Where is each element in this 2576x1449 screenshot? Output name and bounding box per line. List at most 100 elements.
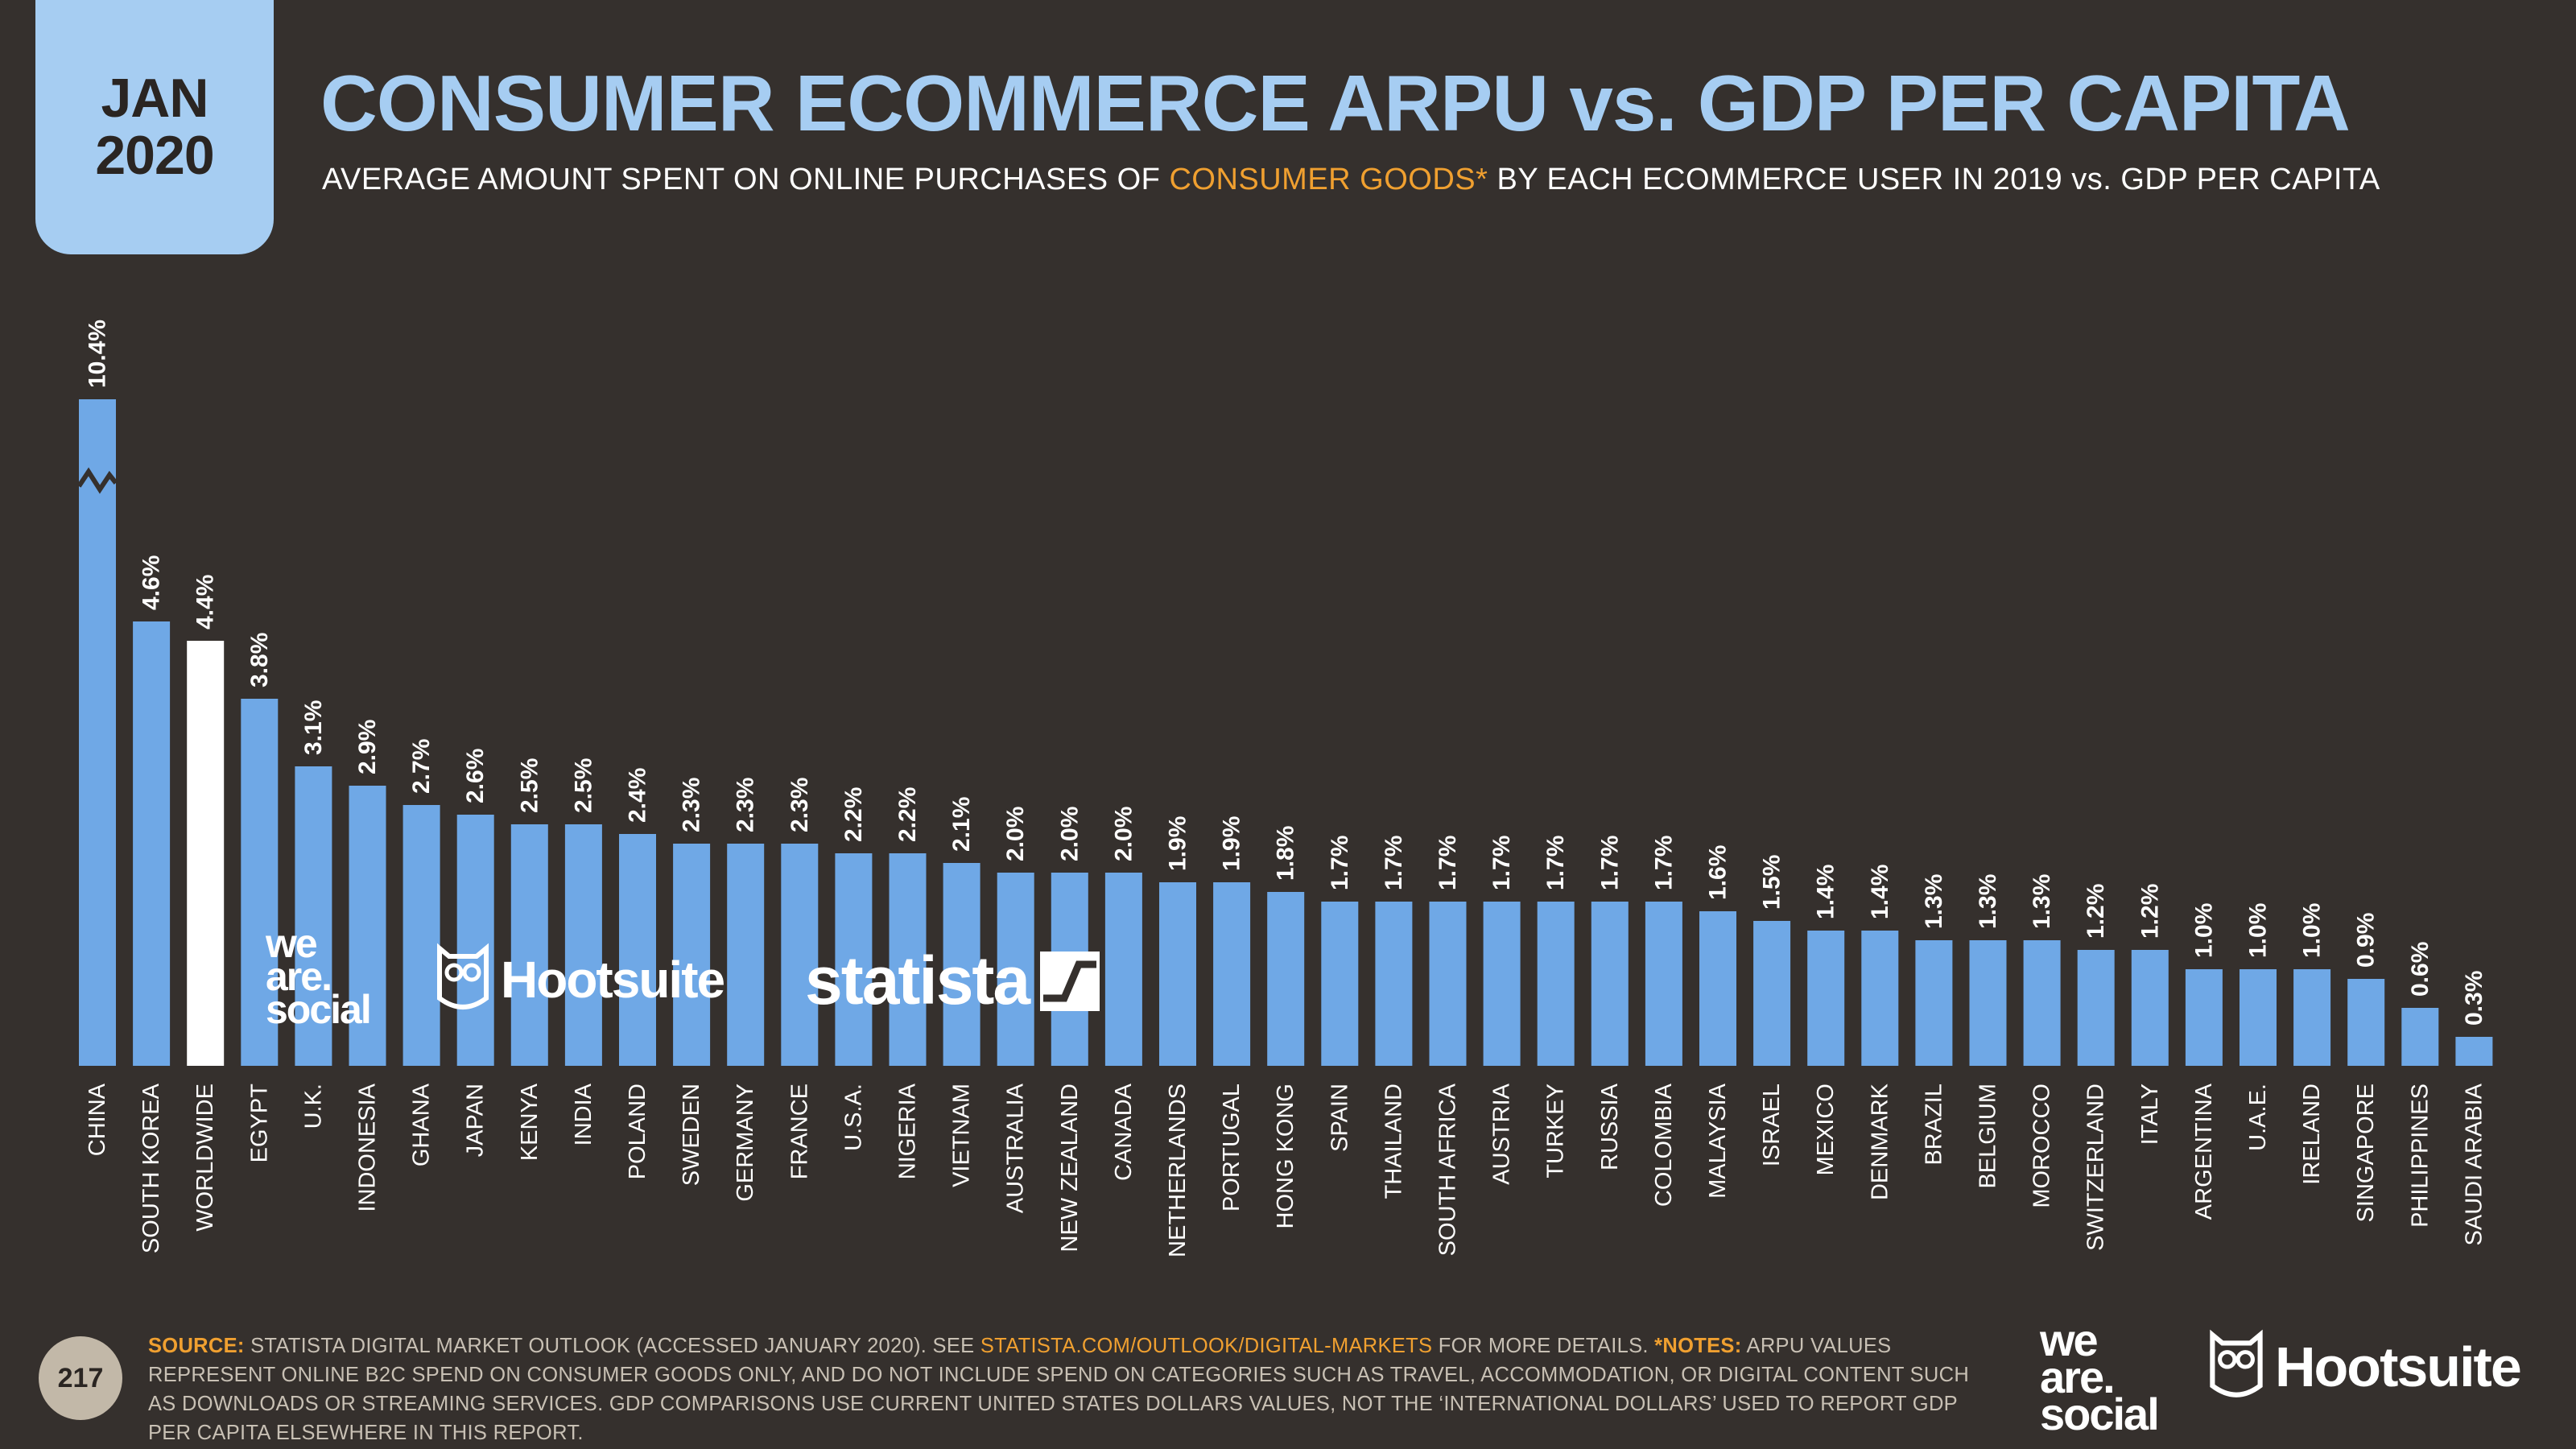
value-label: 2.1% <box>948 797 975 852</box>
value-label: 4.4% <box>192 575 219 630</box>
value-label: 3.8% <box>246 633 273 687</box>
bar-mexico <box>1807 931 1845 1066</box>
value-label: 1.7% <box>1381 836 1407 890</box>
hootsuite-logo: Hootsuite <box>435 942 725 1018</box>
value-label: 0.6% <box>2407 942 2434 997</box>
bar-france <box>781 844 819 1066</box>
wearesocial-logo-social: social <box>266 987 372 1032</box>
category-label: SPAIN <box>1327 1084 1352 1152</box>
value-label: 2.3% <box>679 778 705 832</box>
category-label: U.S.A. <box>840 1084 866 1151</box>
value-label: 2.2% <box>840 787 867 842</box>
bar-worldwide <box>187 641 225 1066</box>
statista-mark-icon <box>1040 951 1100 1011</box>
footer-wearesocial-logo: we are. social <box>2040 1318 2160 1437</box>
value-label: 10.4% <box>85 320 111 388</box>
bar-ireland <box>2293 969 2331 1066</box>
category-label: HONG KONG <box>1273 1084 1298 1228</box>
source-text: STATISTA DIGITAL MARKET OUTLOOK (ACCESSE… <box>244 1335 980 1357</box>
category-label: FRANCE <box>786 1084 812 1179</box>
bar-italy <box>2131 950 2169 1066</box>
value-label: 2.0% <box>1002 807 1029 861</box>
footer-wearesocial-are: are. <box>2040 1351 2116 1402</box>
value-label: 1.3% <box>1921 874 1947 929</box>
source-link[interactable]: STATISTA.COM/OUTLOOK/DIGITAL-MARKETS <box>980 1335 1433 1357</box>
bar-hong-kong <box>1267 892 1305 1066</box>
value-label: 2.9% <box>354 720 381 774</box>
value-label: 1.7% <box>1327 836 1353 890</box>
bar-brazil <box>1915 940 1953 1066</box>
footer-hootsuite-text: Hootsuite <box>2275 1335 2522 1398</box>
category-label: EGYPT <box>246 1084 272 1163</box>
value-label: 1.5% <box>1759 855 1785 910</box>
category-label: BRAZIL <box>1921 1084 1946 1166</box>
value-label: 0.3% <box>2461 971 2487 1026</box>
bar-philippines <box>2401 1008 2439 1066</box>
notes-text: ARPU VALUES REPRESENT ONLINE B2C SPEND O… <box>148 1335 1970 1444</box>
value-label: 1.4% <box>1867 865 1893 919</box>
value-label: 1.3% <box>1975 874 2001 929</box>
bar-kenya <box>510 824 548 1066</box>
value-label: 1.0% <box>2190 903 2217 958</box>
bar-vietnam <box>943 863 980 1066</box>
value-label: 2.6% <box>462 749 489 803</box>
value-label: 2.3% <box>733 778 759 832</box>
bar-belgium <box>1969 940 2007 1066</box>
subtitle-highlight: CONSUMER GOODS* <box>1169 163 1488 196</box>
value-label: 1.9% <box>1219 816 1245 871</box>
owl-icon <box>437 943 489 1009</box>
bar-malaysia <box>1699 911 1736 1066</box>
bar-egypt <box>241 699 279 1066</box>
value-label: 4.6% <box>138 555 165 610</box>
value-label: 1.6% <box>1705 845 1732 900</box>
bar-denmark <box>1861 931 1899 1066</box>
subtitle-post: BY EACH ECOMMERCE USER IN 2019 vs. GDP P… <box>1488 163 2380 196</box>
value-label: 1.0% <box>2245 903 2272 958</box>
bar-india <box>564 824 602 1066</box>
category-label: ARGENTINA <box>2191 1083 2217 1220</box>
value-label: 0.9% <box>2353 913 2380 968</box>
source-label: SOURCE: <box>148 1335 245 1357</box>
category-label: AUSTRALIA <box>1003 1083 1029 1213</box>
category-label: POLAND <box>625 1084 650 1179</box>
value-label: 1.4% <box>1813 865 1839 919</box>
wearesocial-logo: we are. social <box>266 923 372 1032</box>
category-label: NEW ZEALAND <box>1057 1084 1083 1252</box>
value-label: 2.0% <box>1110 807 1137 861</box>
category-label: AUSTRIA <box>1489 1083 1515 1184</box>
category-label: CHINA <box>85 1083 110 1156</box>
category-label: CANADA <box>1111 1083 1137 1181</box>
category-label: SINGAPORE <box>2353 1084 2379 1222</box>
value-label: 1.2% <box>2136 884 2163 939</box>
footer-notes: SOURCE: STATISTA DIGITAL MARKET OUTLOOK … <box>148 1331 2000 1447</box>
value-label: 1.9% <box>1165 816 1191 871</box>
bar-germany <box>727 844 765 1066</box>
category-label: MEXICO <box>1813 1084 1839 1175</box>
value-label: 2.4% <box>625 768 651 823</box>
source-after: FOR MORE DETAILS. <box>1432 1335 1655 1357</box>
category-label: IRELAND <box>2299 1084 2325 1185</box>
hootsuite-logo-text: Hootsuite <box>501 951 725 1009</box>
page-subtitle: AVERAGE AMOUNT SPENT ON ONLINE PURCHASES… <box>322 163 2380 197</box>
value-label: 1.7% <box>1542 836 1569 890</box>
footer-owl-icon <box>2210 1329 2263 1397</box>
statista-logo: statista <box>805 942 1100 1020</box>
category-label: THAILAND <box>1381 1084 1406 1199</box>
notes-label: *NOTES: <box>1654 1335 1742 1357</box>
value-label: 1.7% <box>1435 836 1461 890</box>
category-label: MOROCCO <box>2029 1084 2055 1208</box>
bar-japan <box>456 815 494 1066</box>
category-label: INDIA <box>571 1083 597 1146</box>
bar-saudi-arabia <box>2455 1037 2493 1066</box>
value-label: 1.3% <box>2029 874 2055 929</box>
category-label: NIGERIA <box>895 1083 921 1179</box>
category-label: ISRAEL <box>1759 1084 1785 1166</box>
category-label: U.K. <box>300 1084 326 1129</box>
category-label: ITALY <box>2137 1084 2163 1145</box>
category-label: U.A.E. <box>2245 1084 2271 1151</box>
category-label: WORLDWIDE <box>192 1084 218 1232</box>
category-label: SAUDI ARABIA <box>2461 1083 2487 1245</box>
subtitle-pre: AVERAGE AMOUNT SPENT ON ONLINE PURCHASES… <box>322 163 1170 196</box>
footer-hootsuite-logo: Hootsuite <box>2207 1328 2522 1406</box>
